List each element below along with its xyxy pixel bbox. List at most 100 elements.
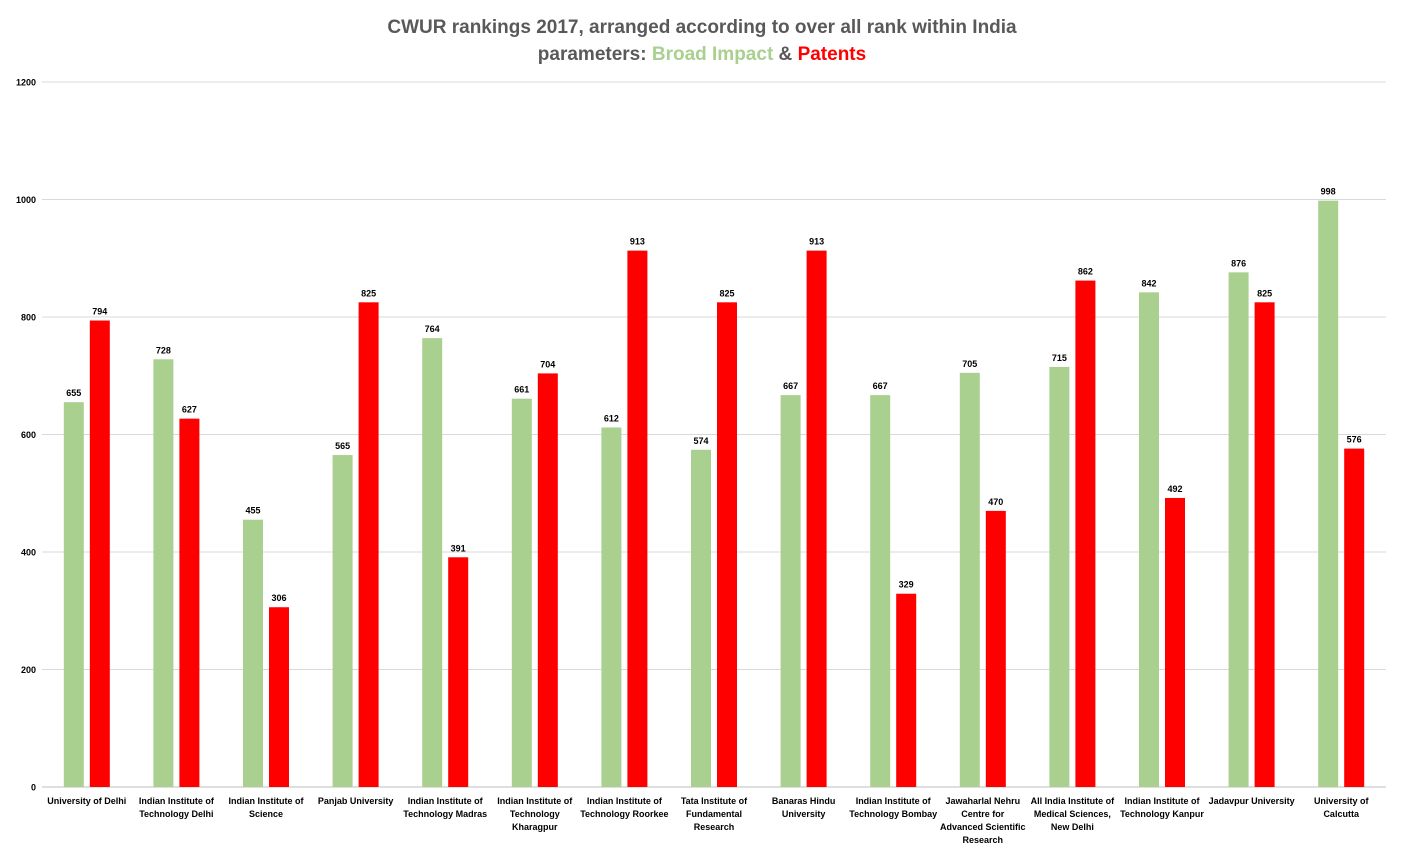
data-label: 728	[156, 345, 171, 355]
y-tick-label: 1200	[16, 78, 36, 88]
x-tick-label: Technology Roorkee	[580, 809, 668, 819]
data-label: 825	[361, 288, 376, 298]
bar-patents	[89, 320, 110, 787]
bar-broad-impact	[511, 398, 532, 787]
x-tick-label: Jadavpur University	[1209, 796, 1295, 806]
chart-title-series-broad-impact: Broad Impact	[651, 44, 774, 65]
x-tick-label: All India Institute of	[1031, 796, 1115, 806]
data-label: 391	[451, 543, 466, 553]
bar-broad-impact	[153, 359, 174, 787]
x-tick-label: Tata Institute of	[681, 796, 748, 806]
bar-broad-impact	[63, 402, 84, 787]
data-label: 913	[809, 237, 824, 247]
x-tick-label: New Delhi	[1051, 822, 1094, 832]
bar-broad-impact	[780, 395, 801, 787]
data-label: 574	[693, 436, 708, 446]
x-tick-label: Indian Institute of	[139, 796, 215, 806]
y-tick-label: 1000	[16, 195, 36, 205]
bar-patents	[358, 302, 379, 787]
x-tick-label: Medical Sciences,	[1034, 809, 1111, 819]
data-label: 667	[783, 381, 798, 391]
data-label: 876	[1231, 258, 1246, 268]
bar-patents	[806, 250, 827, 788]
data-label: 576	[1347, 435, 1362, 445]
x-tick-label: Science	[249, 809, 283, 819]
y-tick-label: 200	[21, 665, 36, 675]
x-tick-label: Centre for	[961, 809, 1005, 819]
x-tick-label: Technology Kanpur	[1120, 809, 1204, 819]
x-tick-label: Indian Institute of	[856, 796, 932, 806]
data-label: 612	[604, 413, 619, 423]
x-tick-label: Banaras Hindu	[772, 796, 836, 806]
data-label: 715	[1052, 353, 1067, 363]
x-tick-label: Technology Madras	[403, 809, 487, 819]
data-label: 655	[66, 388, 81, 398]
x-tick-label: Jawaharlal Nehru	[946, 796, 1021, 806]
data-label: 794	[92, 307, 107, 317]
x-tick-label: Technology Bombay	[849, 809, 937, 819]
bar-patents	[179, 418, 200, 787]
bar-patents	[1344, 448, 1365, 787]
x-tick-label: Indian Institute of	[587, 796, 663, 806]
x-tick-label: Panjab University	[318, 796, 394, 806]
bar-patents	[448, 557, 469, 787]
x-tick-label: University	[782, 809, 826, 819]
x-tick-label: University of	[1314, 796, 1370, 806]
bar-patents	[269, 607, 289, 787]
bar-patents	[537, 373, 558, 787]
bar-broad-impact	[870, 395, 891, 787]
data-label: 470	[988, 497, 1003, 507]
x-tick-label: Technology Delhi	[139, 809, 213, 819]
x-tick-label: Indian Institute of	[497, 796, 573, 806]
chart-title: CWUR rankings 2017, arranged according t…	[0, 14, 1404, 68]
x-tick-label: Indian Institute of	[1125, 796, 1201, 806]
y-tick-label: 400	[21, 548, 36, 558]
x-tick-label: Research	[963, 835, 1004, 845]
data-label: 627	[182, 405, 197, 415]
bar-broad-impact	[332, 455, 353, 787]
data-label: 306	[271, 593, 286, 603]
data-label: 329	[899, 580, 914, 590]
bar-patents	[896, 593, 917, 787]
x-tick-label: Kharagpur	[512, 822, 558, 832]
chart-title-line2: parameters: Broad Impact & Patents	[0, 41, 1404, 68]
data-label: 842	[1141, 278, 1156, 288]
y-tick-label: 800	[21, 313, 36, 323]
bar-patents	[717, 302, 737, 787]
bar-patents	[1254, 302, 1275, 787]
data-label: 764	[425, 324, 440, 334]
chart-title-joiner: &	[773, 44, 798, 65]
bar-broad-impact	[422, 338, 443, 787]
x-tick-label: Indian Institute of	[229, 796, 305, 806]
x-tick-label: Technology	[510, 809, 560, 819]
data-label: 705	[962, 359, 977, 369]
bar-broad-impact	[243, 519, 263, 787]
x-tick-label: Advanced Scientific	[940, 822, 1026, 832]
bar-patents	[985, 510, 1006, 787]
data-label: 913	[630, 237, 645, 247]
bar-broad-impact	[1318, 200, 1339, 788]
data-label: 998	[1321, 187, 1336, 197]
data-label: 704	[540, 359, 555, 369]
bar-broad-impact	[959, 372, 980, 787]
bar-broad-impact	[1139, 292, 1159, 787]
data-label: 825	[719, 288, 734, 298]
data-label: 825	[1257, 288, 1272, 298]
bar-patents	[1075, 280, 1096, 787]
chart-title-series-patents: Patents	[797, 44, 867, 65]
y-tick-label: 0	[31, 783, 36, 793]
data-label: 565	[335, 441, 350, 451]
y-tick-label: 600	[21, 430, 36, 440]
x-tick-label: Fundamental	[686, 809, 742, 819]
chart-title-prefix: parameters:	[537, 44, 652, 65]
chart-title-line1: CWUR rankings 2017, arranged according t…	[387, 17, 1017, 38]
data-label: 667	[873, 381, 888, 391]
bar-patents	[627, 250, 648, 788]
bar-broad-impact	[1228, 272, 1249, 788]
x-tick-label: Research	[694, 822, 735, 832]
x-tick-label: University of Delhi	[47, 796, 126, 806]
bar-broad-impact	[1049, 366, 1070, 787]
bar-patents	[1165, 497, 1185, 787]
